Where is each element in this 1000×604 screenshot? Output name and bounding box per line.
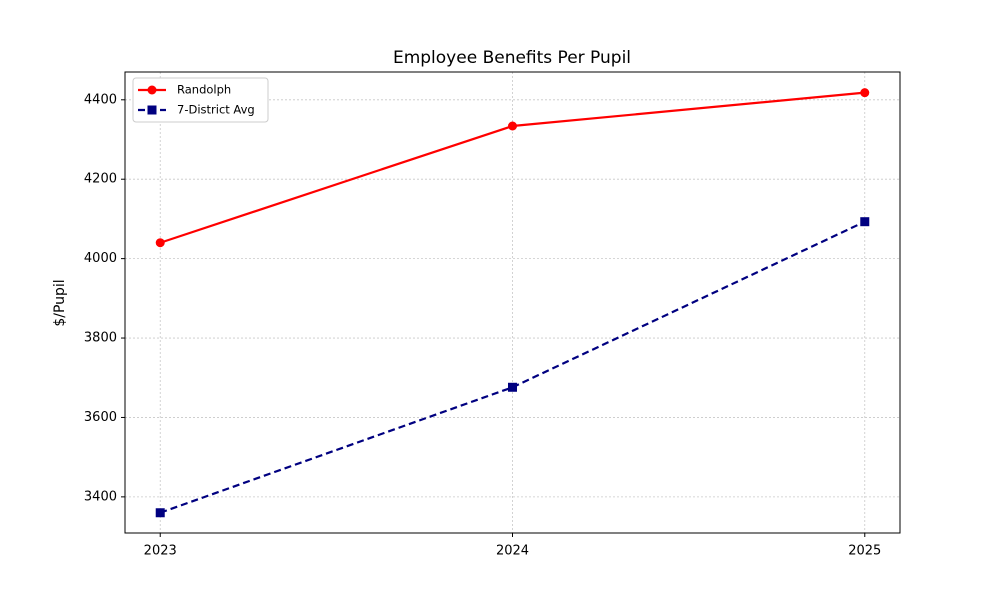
y-tick-label: 4200 bbox=[84, 172, 117, 187]
y-tick-label: 4000 bbox=[84, 251, 117, 266]
grid: 3400 3600 3800 4000 4200 4400 2023 2024 2025 bbox=[84, 72, 900, 559]
y-axis-label: $/Pupil bbox=[52, 279, 68, 326]
y-tick-label: 3800 bbox=[84, 331, 117, 346]
x-tick-label: 2025 bbox=[848, 544, 881, 559]
axes-frame bbox=[124, 71, 901, 534]
y-tick-label: 4400 bbox=[84, 92, 117, 107]
marker bbox=[508, 382, 517, 392]
x-tick-label: 2024 bbox=[496, 544, 529, 559]
marker bbox=[155, 238, 165, 248]
y-tick-label: 3600 bbox=[84, 410, 117, 425]
y-tick-label: 3400 bbox=[84, 489, 117, 504]
marker bbox=[155, 508, 165, 518]
series-line bbox=[159, 220, 866, 514]
legend-marker bbox=[147, 85, 157, 95]
plot-area bbox=[155, 88, 870, 518]
legend-label: Randolph bbox=[177, 83, 231, 97]
marker bbox=[508, 121, 517, 131]
marker bbox=[860, 88, 870, 98]
legend-marker bbox=[147, 105, 157, 115]
chart-title: Employee Benefits Per Pupil bbox=[393, 48, 631, 68]
x-tick-label: 2023 bbox=[144, 544, 177, 559]
legend: Randolph 7-District Avg bbox=[132, 77, 269, 123]
legend-label: 7-District Avg bbox=[177, 103, 255, 117]
marker bbox=[860, 217, 870, 227]
legend-box bbox=[132, 77, 269, 123]
